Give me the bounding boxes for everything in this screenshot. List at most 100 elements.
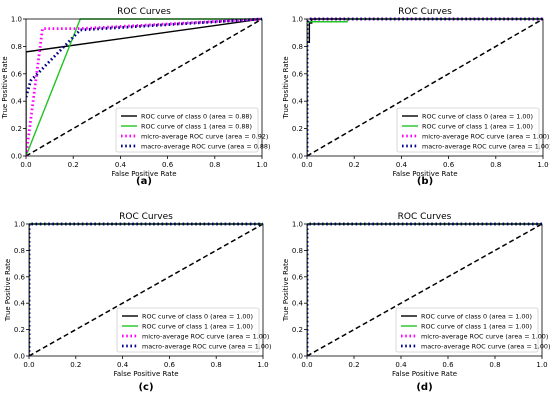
- x-tick-label: 0.8: [490, 161, 501, 169]
- y-tick-label: 0.0: [292, 153, 303, 161]
- legend-entry: ROC curve of class 1 (area = 1.00): [422, 123, 533, 131]
- y-tick-label: 0.2: [292, 326, 303, 334]
- x-tick-label: 0.2: [349, 161, 360, 169]
- legend-entry: micro-average ROC curve (area = 0.92): [141, 133, 268, 141]
- series-line-3: [26, 17, 262, 98]
- y-tick-label: 0.6: [11, 70, 23, 78]
- axes-frame: [25, 18, 263, 157]
- panel-caption: (c): [138, 382, 153, 393]
- panel-caption: (d): [416, 382, 432, 393]
- y-tick-label: 0.8: [292, 43, 303, 51]
- x-tick-label: 0.4: [396, 161, 408, 169]
- legend-box: [116, 307, 260, 353]
- legend-entry: macro-average ROC curve (area = 0.88): [141, 143, 270, 151]
- legend-entry: ROC curve of class 0 (area = 1.00): [422, 113, 533, 121]
- diagonal-reference-line: [26, 18, 262, 156]
- y-tick-label: 1.0: [292, 221, 303, 229]
- legend: ROC curve of class 0 (area = 1.00) ROC cu…: [395, 307, 550, 353]
- x-tick-label: 1.0: [256, 161, 267, 169]
- legend-entry: micro-average ROC curve (area = 1.00): [421, 333, 548, 341]
- roc-panel-d: ROC Curves 0.0 0.2 0.4 0.6 0.8 1.0 0.0 0.2 0.4 0.6…: [282, 212, 550, 393]
- panel-caption: (b): [417, 176, 433, 187]
- legend-entry: ROC curve of class 1 (area = 1.00): [142, 323, 253, 331]
- x-tick-label: 0.0: [301, 161, 312, 169]
- y-tick-label: 0.4: [11, 98, 23, 106]
- roc-panel-c: ROC Curves 0.0 0.2 0.4 0.6 0.8 1.0 0.0 0.2 0.4 0.6…: [4, 212, 271, 393]
- y-tick-label: 0.0: [292, 353, 303, 361]
- y-tick-label: 0.0: [11, 153, 22, 161]
- panel-caption: (a): [136, 176, 152, 187]
- legend-box: [115, 107, 259, 153]
- y-tick-label: 0.2: [292, 125, 303, 133]
- y-tick-label: 0.4: [292, 98, 304, 106]
- chart-title: ROC Curves: [398, 212, 452, 222]
- y-tick-label: 0.4: [14, 300, 26, 308]
- axes-frame: [28, 223, 264, 357]
- x-tick-label: 0.8: [211, 361, 222, 369]
- legend: ROC curve of class 0 (area = 1.00) ROC cu…: [116, 307, 271, 353]
- chart-title: ROC Curves: [398, 7, 452, 17]
- legend: ROC curve of class 0 (area = 1.00) ROC cu…: [396, 107, 550, 153]
- x-tick-label: 0.4: [115, 161, 127, 169]
- x-tick-label: 0.6: [442, 361, 454, 369]
- x-axis-label: False Positive Rate: [113, 370, 178, 378]
- series-line-0: [26, 18, 262, 156]
- y-tick-label: 1.0: [11, 16, 22, 24]
- x-axis-label: False Positive Rate: [392, 370, 457, 378]
- legend-entry: micro-average ROC curve (area = 1.00): [142, 333, 269, 341]
- legend-entry: macro-average ROC curve (area = 1.00): [422, 143, 550, 151]
- y-tick-label: 0.6: [14, 273, 26, 281]
- legend-entry: macro-average ROC curve (area = 1.00): [142, 343, 271, 351]
- y-tick-label: 0.6: [292, 273, 304, 281]
- x-tick-label: 0.2: [348, 361, 359, 369]
- y-tick-label: 0.2: [14, 326, 25, 334]
- roc-panel-b: ROC Curves 0.0 0.2 0.4 0.6 0.8 1.0 0.0 0.2 0.4 0.6…: [282, 7, 550, 187]
- y-axis-label: True Positive Rate: [1, 56, 9, 119]
- axes-frame: [306, 223, 543, 357]
- y-axis-label: True Positive Rate: [282, 259, 290, 322]
- legend: ROC curve of class 0 (area = 0.88) ROC cu…: [115, 107, 270, 153]
- x-tick-label: 0.2: [68, 161, 79, 169]
- y-tick-label: 0.6: [292, 70, 304, 78]
- series-line-2: [26, 17, 262, 156]
- x-tick-label: 1.0: [537, 161, 548, 169]
- x-tick-label: 0.4: [117, 361, 129, 369]
- axes-frame: [306, 18, 544, 157]
- y-tick-label: 0.8: [11, 43, 22, 51]
- y-tick-label: 0.2: [11, 125, 22, 133]
- x-tick-label: 0.6: [164, 361, 176, 369]
- x-tick-label: 0.0: [20, 161, 31, 169]
- chart-title: ROC Curves: [117, 7, 171, 17]
- roc-panel-a: ROC Curves 0.0 0.2 0.4 0.6 0.8 1.0 0.0 0.2 0.4 0.6…: [1, 7, 270, 187]
- diagonal-reference-line: [307, 223, 542, 356]
- y-tick-label: 1.0: [14, 221, 25, 229]
- x-tick-label: 0.0: [23, 361, 34, 369]
- x-axis-label: False Positive Rate: [392, 170, 457, 178]
- x-tick-label: 1.0: [536, 361, 547, 369]
- legend-box: [396, 107, 540, 153]
- y-tick-label: 0.8: [292, 247, 303, 255]
- x-tick-label: 0.6: [443, 161, 455, 169]
- y-axis-label: True Positive Rate: [4, 259, 12, 322]
- chart-title: ROC Curves: [119, 212, 173, 222]
- y-tick-label: 1.0: [292, 16, 303, 24]
- legend-entry: macro-average ROC curve (area = 1.00): [421, 343, 550, 351]
- legend-entry: ROC curve of class 1 (area = 0.88): [141, 123, 252, 131]
- y-tick-label: 0.8: [14, 247, 25, 255]
- x-tick-label: 0.4: [395, 361, 407, 369]
- x-tick-label: 1.0: [257, 361, 268, 369]
- legend-entry: micro-average ROC curve (area = 1.00): [422, 133, 549, 141]
- legend-box: [395, 307, 539, 353]
- legend-entry: ROC curve of class 1 (area = 1.00): [421, 323, 532, 331]
- diagonal-reference-line: [307, 18, 543, 156]
- x-tick-label: 0.2: [70, 361, 81, 369]
- x-axis-label: False Positive Rate: [111, 170, 176, 178]
- y-tick-label: 0.0: [14, 353, 25, 361]
- y-tick-label: 0.4: [292, 300, 304, 308]
- x-tick-label: 0.6: [162, 161, 174, 169]
- x-tick-label: 0.8: [209, 161, 220, 169]
- legend-entry: ROC curve of class 0 (area = 0.88): [141, 113, 252, 121]
- diagonal-reference-line: [29, 223, 263, 356]
- y-axis-label: True Positive Rate: [282, 56, 290, 119]
